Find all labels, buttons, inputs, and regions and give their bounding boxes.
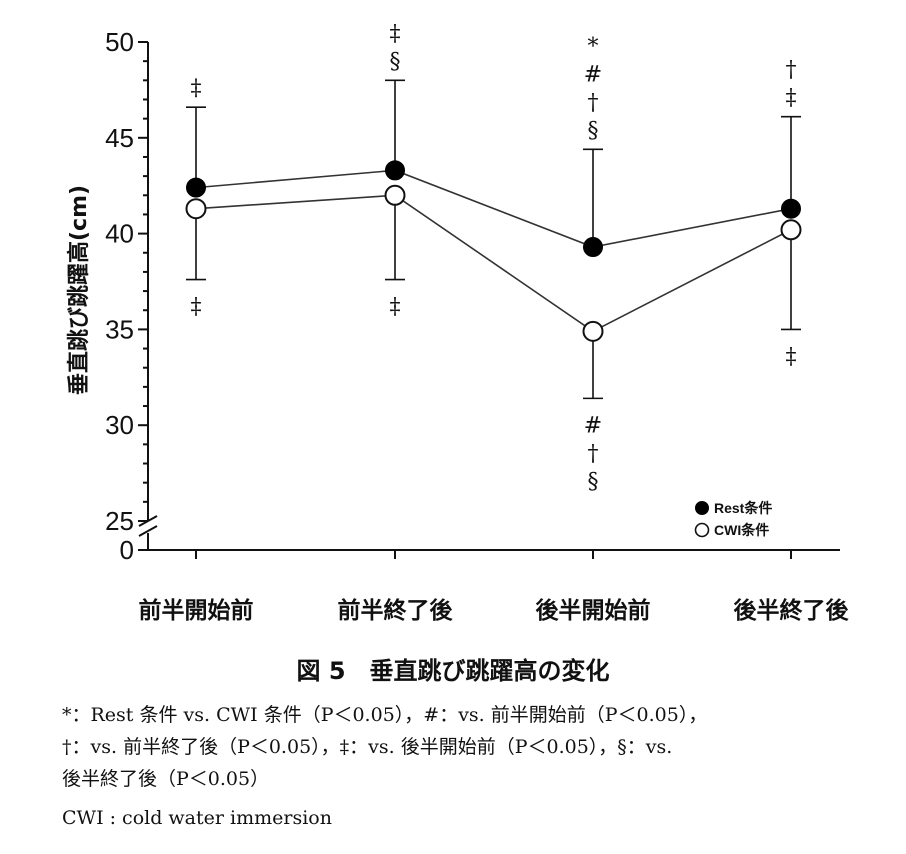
y-tick-label: 25 [105, 506, 134, 536]
rest-data-point [781, 198, 801, 219]
x-tick-label: 前半開始前 [139, 597, 254, 624]
legend-label-rest: Rest条件 [714, 500, 772, 516]
significance-mark-above: * [588, 34, 599, 59]
cwi-data-point [384, 184, 406, 206]
legend-marker-rest [695, 501, 709, 515]
rest-data-point [583, 237, 603, 258]
cwi-data-point [185, 198, 207, 220]
significance-mark-below: # [584, 413, 602, 438]
legend-marker-cwi [694, 522, 710, 538]
significance-mark-above: § [588, 118, 599, 143]
y-tick-label: 45 [105, 123, 134, 153]
significance-mark-above: # [584, 62, 602, 87]
significance-mark-above: ‡ [191, 76, 202, 101]
y-axis-break-mark [138, 525, 158, 537]
caption-note-line-4: CWI : cold water immersion [62, 807, 332, 829]
y-tick-label: 0 [120, 535, 134, 565]
figure-caption-title: 図 5 垂直跳び跳躍高の変化 [296, 657, 610, 685]
significance-mark-above: § [390, 49, 401, 74]
rest-series-line [195, 169, 792, 248]
cwi-data-point [582, 320, 604, 342]
y-tick-label: 50 [105, 27, 134, 57]
y-tick-label: 30 [105, 410, 134, 440]
x-tick-label: 前半終了後 [338, 597, 454, 624]
rest-data-point [186, 177, 206, 198]
x-tick-label: 後半開始前 [536, 597, 651, 624]
caption-note-line-3: 後半終了後（P＜0.05） [62, 768, 270, 790]
significance-mark-above: ‡ [390, 21, 401, 46]
y-tick-label: 40 [105, 219, 134, 249]
cwi-series-line [195, 194, 792, 333]
x-tick-label: 後半終了後 [734, 597, 850, 624]
cwi-data-point [780, 219, 802, 241]
significance-mark-above: † [588, 90, 599, 115]
significance-mark-below: ‡ [786, 344, 797, 369]
y-axis-title: 垂直跳び跳躍高(cm) [66, 185, 92, 395]
line-chart: 25 30 35 40 45 50 0 垂直跳び跳躍高(cm) 前半開始前 前半終了後 後半開始前 後… [66, 21, 850, 624]
y-tick-label: 35 [105, 314, 134, 344]
significance-mark-below: ‡ [191, 295, 202, 320]
rest-data-point [385, 160, 405, 181]
significance-mark-below: ‡ [390, 295, 401, 320]
caption-note-line-2: †：vs. 前半終了後（P＜0.05），‡：vs. 後半開始前（P＜0.05），… [62, 736, 673, 758]
caption-note-line-1: *：Rest 条件 vs. CWI 条件（P＜0.05），#：vs. 前半開始前… [62, 704, 708, 726]
legend-label-cwi: CWI条件 [714, 522, 769, 538]
significance-mark-above: † [786, 58, 797, 83]
significance-mark-below: † [588, 441, 599, 466]
significance-mark-above: ‡ [786, 86, 797, 111]
significance-mark-below: § [588, 469, 599, 494]
